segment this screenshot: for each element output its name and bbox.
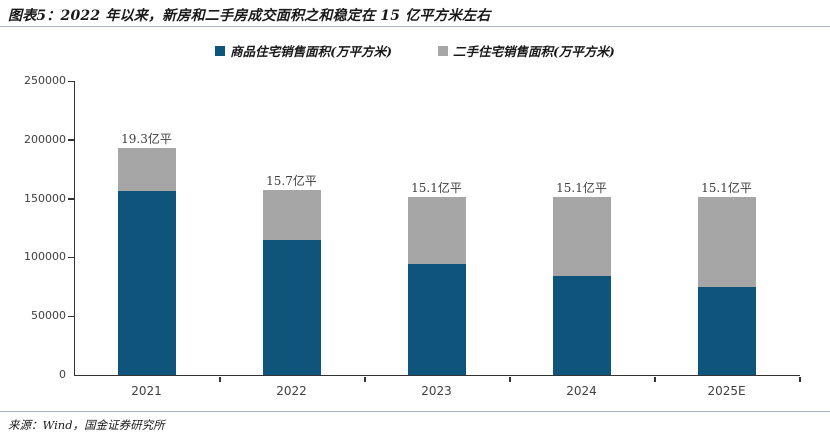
stacked-bar-2024: [552, 197, 611, 375]
figure-title: 图表5：2022 年以来，新房和二手房成交面积之和稳定在 15 亿平方米左右: [8, 8, 491, 24]
bar-segment-second-hand: [117, 148, 176, 191]
bar-segment-second-hand: [262, 190, 321, 241]
legend-item-new-home: 商品住宅销售面积(万平方米): [215, 41, 392, 60]
stacked-bar-2025E: [697, 197, 756, 375]
y-axis-tick-label: 100000: [24, 250, 66, 264]
title-separator-line: [0, 26, 830, 27]
x-axis-tick-mark: [364, 376, 366, 382]
x-axis-tick-mark: [654, 376, 656, 382]
y-axis-tick-mark: [68, 315, 74, 318]
x-axis-category-label: 2025E: [707, 384, 746, 398]
bar-segment-new-home: [117, 190, 176, 375]
y-axis-tick-label: 50000: [31, 309, 66, 323]
bar-segment-second-hand: [552, 197, 611, 276]
y-axis-tick-mark: [68, 139, 74, 141]
x-axis-category-label: 2024: [566, 384, 597, 398]
x-axis-tick-mark: [509, 376, 511, 382]
legend-label-second-hand: 二手住宅销售面积(万平方米): [453, 44, 615, 59]
y-axis-tick-mark: [68, 80, 74, 82]
x-axis-category-label: 2021: [131, 384, 162, 398]
bar-total-label: 19.3亿平: [121, 132, 172, 147]
legend-label-new-home: 商品住宅销售面积(万平方米): [230, 44, 392, 59]
y-axis-tick-mark: [68, 198, 74, 200]
y-axis-tick-mark: [68, 256, 74, 259]
source-note: 来源：Wind，国金证券研究所: [8, 418, 165, 432]
bar-segment-second-hand: [407, 197, 466, 264]
bar-segment-new-home: [407, 263, 466, 375]
bar-total-label: 15.1亿平: [556, 181, 607, 196]
stacked-bar-2022: [262, 190, 321, 375]
legend: 商品住宅销售面积(万平方米) 二手住宅销售面积(万平方米): [0, 41, 830, 60]
legend-item-second-hand: 二手住宅销售面积(万平方米): [438, 41, 615, 60]
legend-swatch-new-home-icon: [215, 45, 226, 56]
bar-total-label: 15.1亿平: [701, 181, 752, 196]
x-axis-category-label: 2023: [421, 384, 452, 398]
bar-total-label: 15.1亿平: [411, 181, 462, 196]
y-axis-tick-label: 0: [59, 368, 66, 381]
x-axis-tick-mark: [219, 376, 221, 382]
x-axis-category-label: 2022: [276, 384, 307, 398]
bar-segment-new-home: [697, 286, 756, 375]
x-axis-tick-mark: [799, 376, 801, 382]
y-axis-tick-label: 200000: [24, 132, 66, 146]
y-axis-tick-label: 150000: [24, 191, 66, 205]
plot-area: [68, 80, 800, 376]
bar-total-label: 15.7亿平: [266, 174, 317, 189]
legend-swatch-second-hand-icon: [438, 45, 448, 56]
bar-segment-second-hand: [697, 197, 756, 287]
stacked-bar-2023: [407, 197, 466, 375]
bar-segment-new-home: [262, 240, 321, 375]
stacked-bar-2021: [117, 148, 176, 375]
y-axis-tick-label: 250000: [24, 74, 66, 87]
bar-segment-new-home: [552, 275, 611, 375]
footer-separator-line: [0, 411, 830, 412]
